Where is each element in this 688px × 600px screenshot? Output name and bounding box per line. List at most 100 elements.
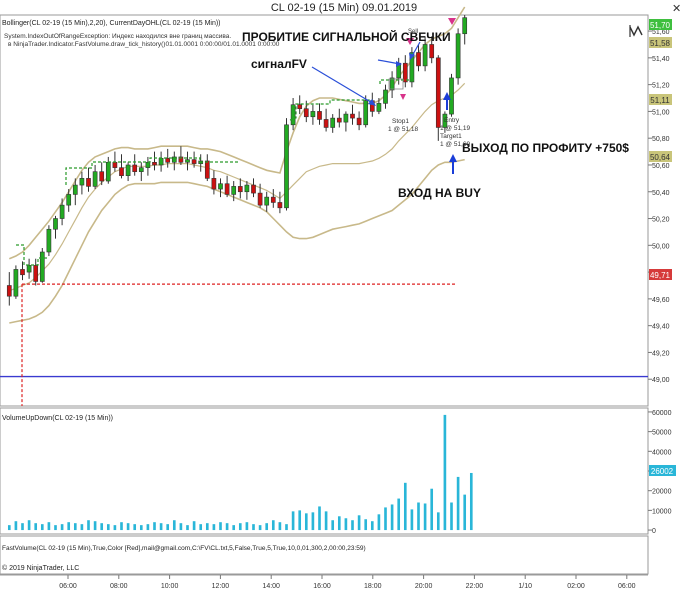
window-title: CL 02-19 (15 Min) 09.01.2019 bbox=[270, 2, 418, 14]
candle-body bbox=[145, 161, 151, 168]
volume-bar bbox=[265, 523, 269, 531]
candle-body bbox=[251, 184, 256, 194]
volume-bar bbox=[278, 522, 282, 531]
level2-price-label: 50,64 bbox=[650, 153, 671, 162]
price-y-tick-label: 49,00 bbox=[652, 377, 670, 384]
candle-body bbox=[171, 156, 177, 163]
volume-bar bbox=[87, 520, 90, 531]
volume-bar bbox=[40, 524, 44, 531]
candle-body bbox=[92, 171, 98, 187]
volume-bar bbox=[205, 523, 209, 531]
volume-bar bbox=[139, 525, 143, 531]
exit-marker-icon bbox=[400, 94, 406, 100]
entry-price: 1 @ 51,19 bbox=[440, 125, 470, 132]
volume-bar bbox=[225, 523, 229, 531]
level3-price-label: 49,71 bbox=[650, 271, 671, 280]
volume-bar bbox=[159, 523, 163, 531]
volume-bar bbox=[153, 522, 156, 531]
signal-arrow bbox=[311, 66, 375, 105]
volume-bar bbox=[192, 521, 196, 531]
volume-bar bbox=[377, 514, 381, 531]
volume-bar bbox=[14, 521, 18, 531]
price-y-tick-label: 50,20 bbox=[652, 217, 670, 224]
volume-bar bbox=[133, 524, 137, 531]
volume-bar bbox=[403, 482, 407, 531]
candle-body bbox=[356, 117, 362, 126]
candle-body bbox=[178, 156, 184, 163]
volume-y-tick-label: 60000 bbox=[652, 410, 672, 417]
candle-body bbox=[290, 104, 296, 126]
candle-body bbox=[138, 167, 144, 172]
signal-arrowhead bbox=[368, 99, 376, 106]
candle-body bbox=[435, 57, 441, 128]
volume-bar bbox=[331, 520, 335, 531]
volume-bar bbox=[469, 472, 473, 531]
candle-body bbox=[429, 44, 435, 59]
volume-bar bbox=[258, 525, 262, 531]
signal-arrowhead-2 bbox=[396, 61, 402, 67]
candle-body bbox=[86, 178, 91, 187]
current-price-label: 51,58 bbox=[650, 39, 671, 48]
price-y-tick-label: 51,40 bbox=[652, 56, 670, 63]
close-icon[interactable]: ✕ bbox=[672, 3, 682, 15]
target-price: 1 @ 51,69 bbox=[440, 141, 470, 148]
volume-bar bbox=[304, 513, 308, 531]
buy-entry-arrow-icon bbox=[443, 92, 451, 100]
volume-bar bbox=[397, 498, 401, 531]
candle-body bbox=[59, 204, 65, 219]
fastvolume-label: FastVolume(CL 02-19 (15 Min),True,Color … bbox=[2, 545, 366, 552]
x-tick-label: 10:00 bbox=[161, 583, 179, 590]
candle-body bbox=[323, 119, 329, 128]
x-tick-label: 02:00 bbox=[567, 583, 585, 590]
volume-y-tick-label: 20000 bbox=[652, 489, 672, 496]
chart-style-icon[interactable] bbox=[629, 25, 643, 37]
current-price-badge bbox=[649, 37, 672, 48]
green-dashed-step-mid bbox=[65, 157, 240, 185]
candle-body bbox=[99, 171, 105, 182]
x-ticks: 06:00 08:00 10:00 12:00 14:00 16:00 18:00 20:00… bbox=[59, 575, 636, 590]
price-y-tick-label: 50,60 bbox=[652, 163, 670, 170]
volume-bar bbox=[285, 524, 288, 531]
candle-body bbox=[303, 108, 309, 118]
candle-body bbox=[13, 269, 19, 297]
level1-price-label: 51,11 bbox=[650, 96, 670, 105]
volume-bar bbox=[357, 515, 361, 531]
volume-bar bbox=[80, 524, 84, 531]
candle-body bbox=[125, 164, 131, 176]
volume-bar bbox=[7, 525, 11, 531]
copyright-label: © 2019 NinjaTrader, LLC bbox=[2, 564, 79, 572]
level3-price-badge bbox=[649, 269, 672, 280]
candle-body bbox=[211, 178, 217, 190]
x-tick-label: 1/10 bbox=[518, 583, 532, 590]
volume-bar bbox=[34, 523, 38, 531]
price-y-tick-label: 51,00 bbox=[652, 109, 670, 116]
volume-y-tick-label: 0 bbox=[652, 528, 656, 535]
bollinger-lower-line bbox=[9, 158, 465, 324]
volume-bar bbox=[238, 523, 242, 531]
y-ticks: 49,0049,2049,4049,6049,8050,0050,2050,40… bbox=[648, 29, 672, 535]
volume-bar bbox=[450, 502, 453, 531]
volume-bar bbox=[179, 523, 183, 531]
volume-bar bbox=[291, 511, 295, 531]
volume-bar bbox=[172, 520, 176, 531]
price-y-tick-label: 51,60 bbox=[652, 29, 670, 36]
volume-bar bbox=[370, 521, 374, 531]
candle-body bbox=[244, 184, 250, 193]
buy-entry-arrow-shaft bbox=[446, 100, 448, 110]
signal-annotation: сигналFV bbox=[251, 57, 307, 71]
profit-exit-annotation: ВЫХОД ПО ПРОФИТУ +750$ bbox=[462, 141, 629, 155]
level-lines bbox=[0, 283, 648, 406]
x-tick-label: 06:00 bbox=[59, 583, 77, 590]
candle-body bbox=[46, 228, 52, 253]
volume-bar bbox=[271, 520, 275, 531]
volume-bar bbox=[417, 502, 420, 531]
volume-bar bbox=[430, 488, 434, 531]
candle-body bbox=[53, 218, 58, 230]
volume-bar bbox=[113, 525, 117, 531]
volume-bar bbox=[106, 524, 110, 531]
green-dashed-step-right bbox=[289, 99, 370, 121]
candle-body bbox=[462, 17, 468, 35]
volume-bar bbox=[93, 521, 97, 531]
volume-bar bbox=[120, 522, 123, 531]
